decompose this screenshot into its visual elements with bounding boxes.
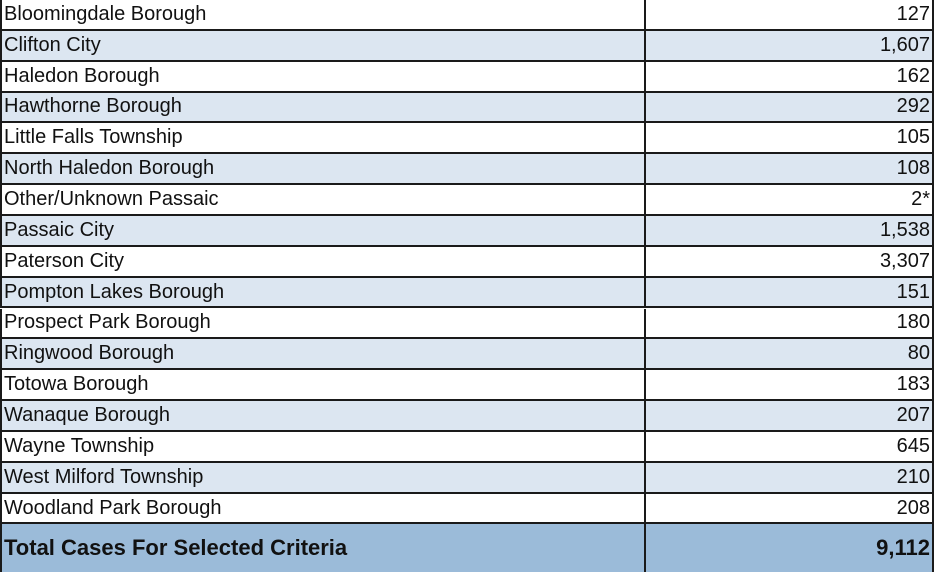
table-row: Clifton City 1,607 [0,30,932,62]
case-count: 210 [644,462,930,492]
table-row: Little Falls Township 105 [0,123,932,155]
table-row: Haledon Borough 162 [0,61,932,93]
table-row: Paterson City 3,307 [0,246,932,278]
table-row: Bloomingdale Borough 127 [0,0,932,31]
municipality: Passaic City [4,218,115,241]
table-row: Wanaque Borough 207 [0,401,932,432]
case-count: 108 [644,154,930,184]
table-border [932,0,934,572]
municipality: Paterson City [4,249,125,272]
table-row: Totowa Borough 183 [0,370,932,402]
table-row: Prospect Park Borough 180 [0,308,932,340]
case-count: 105 [644,123,930,153]
total-value: 9,112 [644,524,930,572]
municipality: Bloomingdale Borough [4,2,207,25]
total-row: Total Cases For Selected Criteria 9,112 [0,524,932,572]
municipality: Hawthorne Borough [4,95,182,118]
case-count: 183 [644,370,930,400]
case-count: 645 [644,431,930,461]
municipality: Wanaque Borough [4,403,171,426]
case-count: 151 [644,277,930,307]
municipality: Haledon Borough [4,64,160,87]
table-row: Wayne Township 645 [0,431,932,463]
municipality: Ringwood Borough [4,342,175,365]
table-row: Passaic City 1,538 [0,215,932,247]
case-count: 1,538 [644,215,930,245]
table-row: Woodland Park Borough 208 [0,493,932,525]
case-count: 180 [644,308,930,338]
municipality: North Haledon Borough [4,157,215,180]
case-count: 80 [644,339,930,369]
municipality: Prospect Park Borough [4,311,211,334]
case-count: 127 [644,0,930,29]
municipality: Woodland Park Borough [4,496,222,519]
table-row: Ringwood Borough 80 [0,339,932,371]
table-row: Other/Unknown Passaic 2* [0,185,932,216]
table-row: Hawthorne Borough 292 [0,92,932,124]
municipality: Pompton Lakes Borough [4,280,225,303]
table-row: Pompton Lakes Borough 151 [0,277,932,309]
case-count: 2* [644,185,930,214]
total-label: Total Cases For Selected Criteria [4,535,348,561]
municipality: Little Falls Township [4,126,183,149]
municipality: Wayne Township [4,434,155,457]
municipality: West Milford Township [4,465,204,488]
municipality: Totowa Borough [4,373,149,396]
table-row: North Haledon Borough 108 [0,154,932,186]
case-count: 1,607 [644,30,930,60]
table-row: West Milford Township 210 [0,462,932,494]
municipality: Clifton City [4,33,101,56]
case-count: 3,307 [644,246,930,276]
municipality: Other/Unknown Passaic [4,188,219,211]
case-count: 208 [644,493,930,523]
case-count: 207 [644,401,930,430]
case-count: 162 [644,61,930,91]
case-count: 292 [644,92,930,122]
